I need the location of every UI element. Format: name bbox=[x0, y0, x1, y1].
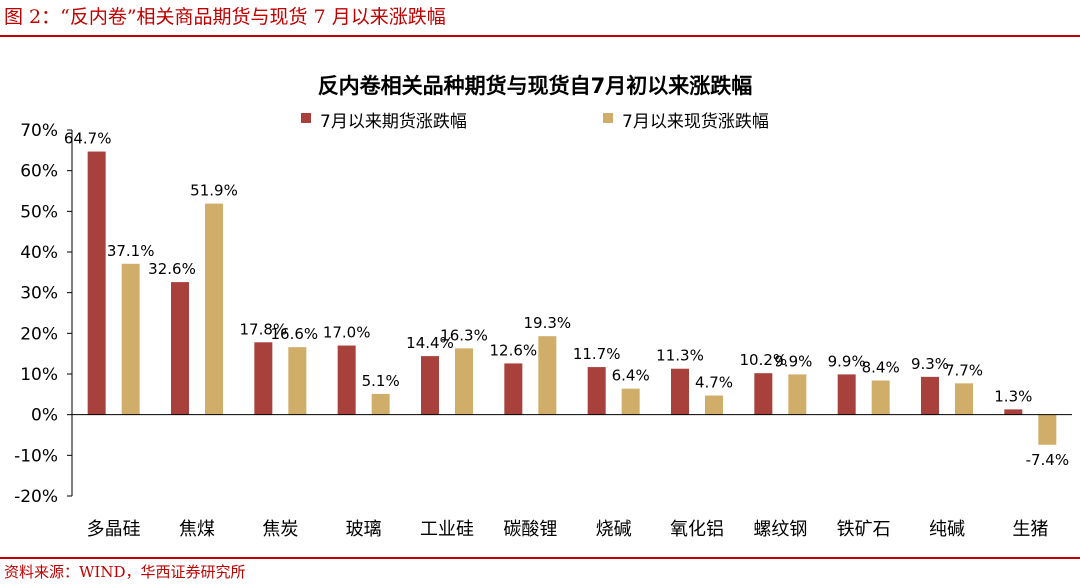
bar-spot-1 bbox=[205, 203, 223, 415]
y-tick-label: 10% bbox=[20, 365, 58, 385]
bar-futures-5 bbox=[504, 363, 523, 415]
bar-spot-11 bbox=[1038, 414, 1057, 445]
bar-futures-10 bbox=[921, 376, 939, 415]
label-spot-9: 8.4% bbox=[862, 359, 900, 377]
bar-spot-9 bbox=[871, 380, 890, 415]
label-spot-3: 5.1% bbox=[362, 372, 400, 390]
x-axis: 多晶硅 焦煤 焦炭 玻璃 工业硅 碳酸锂 烧碱 氧化铝 螺纹钢 铁矿石 纯碱 生猪 bbox=[72, 414, 1072, 540]
label-spot-5: 19.3% bbox=[524, 314, 572, 332]
footer-rule bbox=[0, 557, 1080, 559]
x-category-label: 多晶硅 bbox=[87, 519, 141, 540]
y-tick-label: -10% bbox=[14, 446, 58, 466]
y-tick-label: 0% bbox=[31, 406, 58, 426]
y-tick-label: 70% bbox=[20, 121, 58, 141]
y-tick-label: 40% bbox=[20, 243, 58, 263]
data-labels: 64.7% 37.1%32.6% 51.9% 17.8%16.6% 17.0% 5.1% 1… bbox=[64, 130, 1069, 469]
label-futures-3: 17.0% bbox=[323, 324, 371, 342]
x-category-label: 玻璃 bbox=[346, 519, 382, 540]
y-axis: 70% 60% 50% 40% 30% 20% 10% 0% -10% -20% bbox=[14, 121, 73, 507]
label-spot-10: 7.7% bbox=[945, 361, 983, 379]
label-futures-11: 1.3% bbox=[994, 387, 1032, 405]
bar-chart: 反内卷相关品种期货与现货自7月初以来涨跌幅 7月以来期货涨跌幅 7月以来现货涨跌… bbox=[14, 74, 1072, 540]
bar-futures-1 bbox=[171, 282, 189, 415]
legend-label-spot: 7月以来现货涨跌幅 bbox=[622, 112, 769, 132]
legend: 7月以来期货涨跌幅 7月以来现货涨跌幅 bbox=[301, 112, 769, 132]
label-futures-10: 9.3% bbox=[911, 355, 949, 373]
y-tick-label: 20% bbox=[20, 324, 58, 344]
y-tick-label: 30% bbox=[20, 284, 58, 304]
x-category-label: 烧碱 bbox=[596, 519, 632, 540]
legend-swatch-futures bbox=[301, 113, 311, 123]
bar-futures-4 bbox=[421, 356, 439, 415]
x-category-label: 碳酸锂 bbox=[503, 519, 557, 540]
bar-spot-0 bbox=[121, 263, 140, 415]
x-category-label: 焦炭 bbox=[262, 519, 298, 540]
bar-futures-3 bbox=[337, 345, 356, 415]
bar-spot-10 bbox=[955, 383, 973, 415]
label-futures-0: 64.7% bbox=[64, 130, 112, 148]
label-spot-11: -7.4% bbox=[1026, 451, 1070, 469]
bar-spot-8 bbox=[788, 374, 807, 415]
x-category-label: 工业硅 bbox=[420, 519, 474, 540]
label-spot-8: 9.9% bbox=[774, 352, 812, 370]
bar-futures-2 bbox=[254, 342, 273, 415]
header-rule bbox=[0, 35, 1080, 37]
x-category-label: 生猪 bbox=[1012, 519, 1048, 540]
legend-label-futures: 7月以来期货涨跌幅 bbox=[320, 112, 467, 132]
label-spot-4: 16.3% bbox=[440, 326, 488, 344]
x-category-label: 焦煤 bbox=[179, 519, 215, 540]
label-futures-5: 12.6% bbox=[490, 341, 538, 359]
bar-spot-5 bbox=[538, 336, 557, 415]
y-tick-label: 50% bbox=[20, 202, 58, 222]
bar-spot-6 bbox=[621, 388, 640, 415]
label-spot-7: 4.7% bbox=[695, 374, 733, 392]
label-futures-7: 11.3% bbox=[656, 347, 704, 365]
figure-caption: 图 2：“反内卷”相关商品期货与现货 7 月以来涨跌幅 bbox=[4, 6, 446, 28]
bar-spot-4 bbox=[455, 348, 473, 415]
label-futures-6: 11.7% bbox=[573, 345, 621, 363]
x-category-label: 纯碱 bbox=[929, 519, 965, 540]
bar-futures-9 bbox=[837, 374, 856, 415]
label-futures-9: 9.9% bbox=[828, 352, 866, 370]
bar-futures-0 bbox=[87, 151, 106, 415]
label-futures-8: 10.2% bbox=[740, 351, 788, 369]
bar-spot-7 bbox=[705, 395, 723, 415]
label-spot-6: 6.4% bbox=[612, 367, 650, 385]
label-futures-1: 32.6% bbox=[148, 260, 196, 278]
bar-spot-3 bbox=[371, 393, 390, 415]
label-spot-1: 51.9% bbox=[190, 182, 238, 200]
label-spot-0: 37.1% bbox=[107, 242, 155, 260]
x-category-label: 氧化铝 bbox=[670, 519, 724, 540]
source-note: 资料来源：WIND，华西证券研究所 bbox=[4, 563, 246, 581]
x-category-label: 螺纹钢 bbox=[753, 519, 807, 540]
y-tick-label: -20% bbox=[14, 487, 58, 507]
bar-futures-11 bbox=[1004, 409, 1023, 415]
bar-spot-2 bbox=[288, 347, 307, 415]
bar-futures-7 bbox=[671, 368, 689, 415]
bars bbox=[87, 151, 1057, 445]
x-category-label: 铁矿石 bbox=[837, 519, 891, 540]
bar-futures-8 bbox=[754, 373, 773, 415]
label-futures-4: 14.4% bbox=[406, 334, 454, 352]
label-spot-2: 16.6% bbox=[271, 325, 319, 343]
label-futures-2: 17.8% bbox=[240, 320, 288, 338]
legend-swatch-spot bbox=[603, 113, 613, 123]
chart-title: 反内卷相关品种期货与现货自7月初以来涨跌幅 bbox=[318, 74, 753, 98]
y-tick-label: 60% bbox=[20, 162, 58, 182]
bar-futures-6 bbox=[587, 367, 606, 415]
